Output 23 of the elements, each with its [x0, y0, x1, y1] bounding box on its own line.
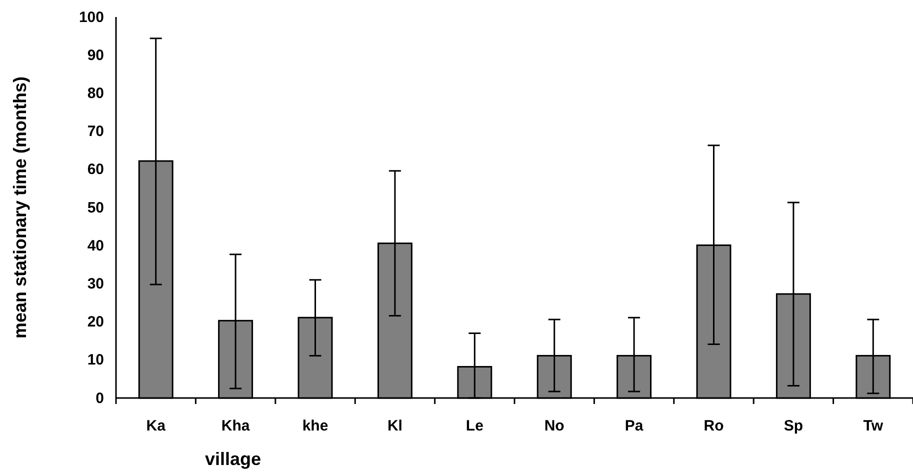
x-tick-label: Ka — [146, 418, 166, 435]
y-tick-label: 80 — [87, 85, 104, 102]
x-tick-label: Sp — [784, 418, 804, 435]
x-tick-label: Kha — [221, 418, 250, 435]
x-tick-label: khe — [302, 418, 328, 435]
y-tick-label: 40 — [87, 237, 104, 254]
x-tick-label: No — [544, 418, 564, 435]
y-tick-label: 90 — [87, 46, 104, 64]
y-tick-label: 30 — [87, 276, 104, 292]
y-tick-label: 60 — [87, 161, 104, 178]
x-tick-label: Kl — [387, 418, 402, 435]
y-axis-title: mean stationary time (months) — [10, 76, 30, 339]
y-tick-label: 100 — [78, 8, 104, 26]
y-tick-label: 10 — [87, 352, 104, 369]
x-tick-label: Pa — [624, 418, 644, 435]
y-tick-label: 20 — [87, 314, 104, 331]
y-tick-label: 0 — [96, 390, 104, 407]
y-tick-label: 50 — [87, 199, 104, 216]
x-tick-label: Le — [466, 418, 484, 435]
x-axis-title: village — [204, 449, 262, 469]
x-tick-label: Tw — [863, 418, 884, 435]
y-tick-label: 70 — [87, 123, 104, 140]
x-tick-label: Ro — [704, 418, 724, 435]
